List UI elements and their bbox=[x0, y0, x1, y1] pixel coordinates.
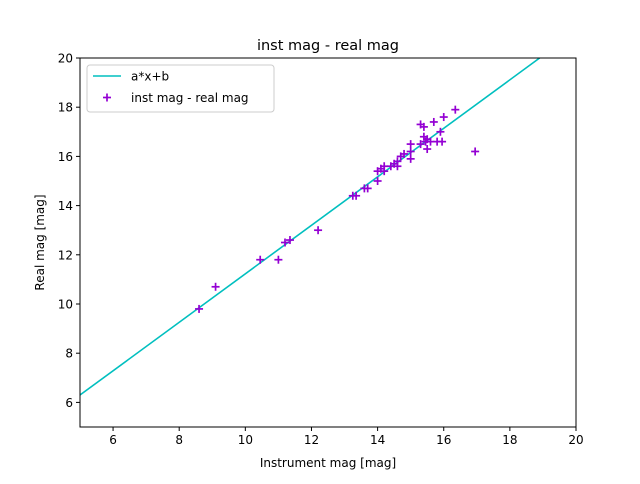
y-axis-label: Real mag [mag] bbox=[33, 194, 47, 290]
data-points bbox=[195, 105, 480, 313]
data-point bbox=[363, 184, 372, 193]
y-tick-label: 6 bbox=[65, 396, 73, 410]
data-point bbox=[314, 226, 323, 235]
plot-frame bbox=[79, 57, 577, 428]
x-axis-ticks: 6 8 10 12 14 16 18 20 bbox=[109, 427, 584, 447]
data-point bbox=[406, 140, 415, 149]
x-axis-label: Instrument mag [mag] bbox=[260, 456, 396, 470]
x-tick-label: 10 bbox=[238, 433, 253, 447]
y-tick-label: 12 bbox=[58, 248, 73, 262]
legend: a*x+b inst mag - real mag bbox=[86, 64, 275, 113]
plot-area bbox=[80, 58, 576, 427]
legend-plus-marker bbox=[103, 93, 111, 102]
y-tick-label: 10 bbox=[58, 298, 73, 312]
data-point bbox=[373, 177, 382, 185]
data-point bbox=[439, 113, 448, 122]
x-tick-label: 20 bbox=[568, 433, 583, 447]
legend-box bbox=[86, 64, 275, 113]
legend-marker-swatch bbox=[103, 93, 111, 102]
x-tick-label: 6 bbox=[109, 433, 117, 447]
data-point bbox=[393, 157, 402, 166]
y-axis-ticks: 6 8 10 12 14 16 18 20 bbox=[58, 52, 80, 410]
y-tick-label: 20 bbox=[58, 52, 73, 66]
data-point bbox=[211, 282, 220, 291]
data-point bbox=[406, 147, 415, 156]
data-point bbox=[352, 191, 361, 200]
x-tick-label: 14 bbox=[370, 433, 385, 447]
data-point bbox=[423, 145, 432, 154]
data-point bbox=[195, 304, 204, 313]
data-point bbox=[406, 154, 415, 163]
x-tick-label: 16 bbox=[436, 433, 451, 447]
data-point bbox=[416, 140, 425, 149]
data-point bbox=[429, 117, 438, 126]
data-point bbox=[274, 255, 283, 264]
data-point bbox=[451, 105, 460, 114]
y-tick-label: 16 bbox=[58, 150, 73, 164]
data-point bbox=[471, 147, 480, 156]
y-tick-label: 8 bbox=[65, 347, 73, 361]
data-point bbox=[438, 137, 447, 146]
y-tick-label: 14 bbox=[58, 199, 73, 213]
fit-line bbox=[80, 58, 541, 396]
data-point bbox=[436, 127, 445, 136]
data-point bbox=[285, 236, 294, 245]
data-point bbox=[419, 122, 428, 131]
legend-label-fit: a*x+b bbox=[131, 70, 169, 84]
data-point bbox=[281, 238, 290, 247]
data-point bbox=[400, 149, 409, 158]
chart-title: inst mag - real mag bbox=[257, 38, 399, 54]
x-tick-label: 8 bbox=[175, 433, 183, 447]
y-tick-label: 18 bbox=[58, 101, 73, 115]
legend-label-scatter: inst mag - real mag bbox=[131, 91, 249, 105]
data-point bbox=[256, 255, 265, 264]
x-tick-label: 18 bbox=[502, 433, 517, 447]
x-tick-label: 12 bbox=[304, 433, 319, 447]
